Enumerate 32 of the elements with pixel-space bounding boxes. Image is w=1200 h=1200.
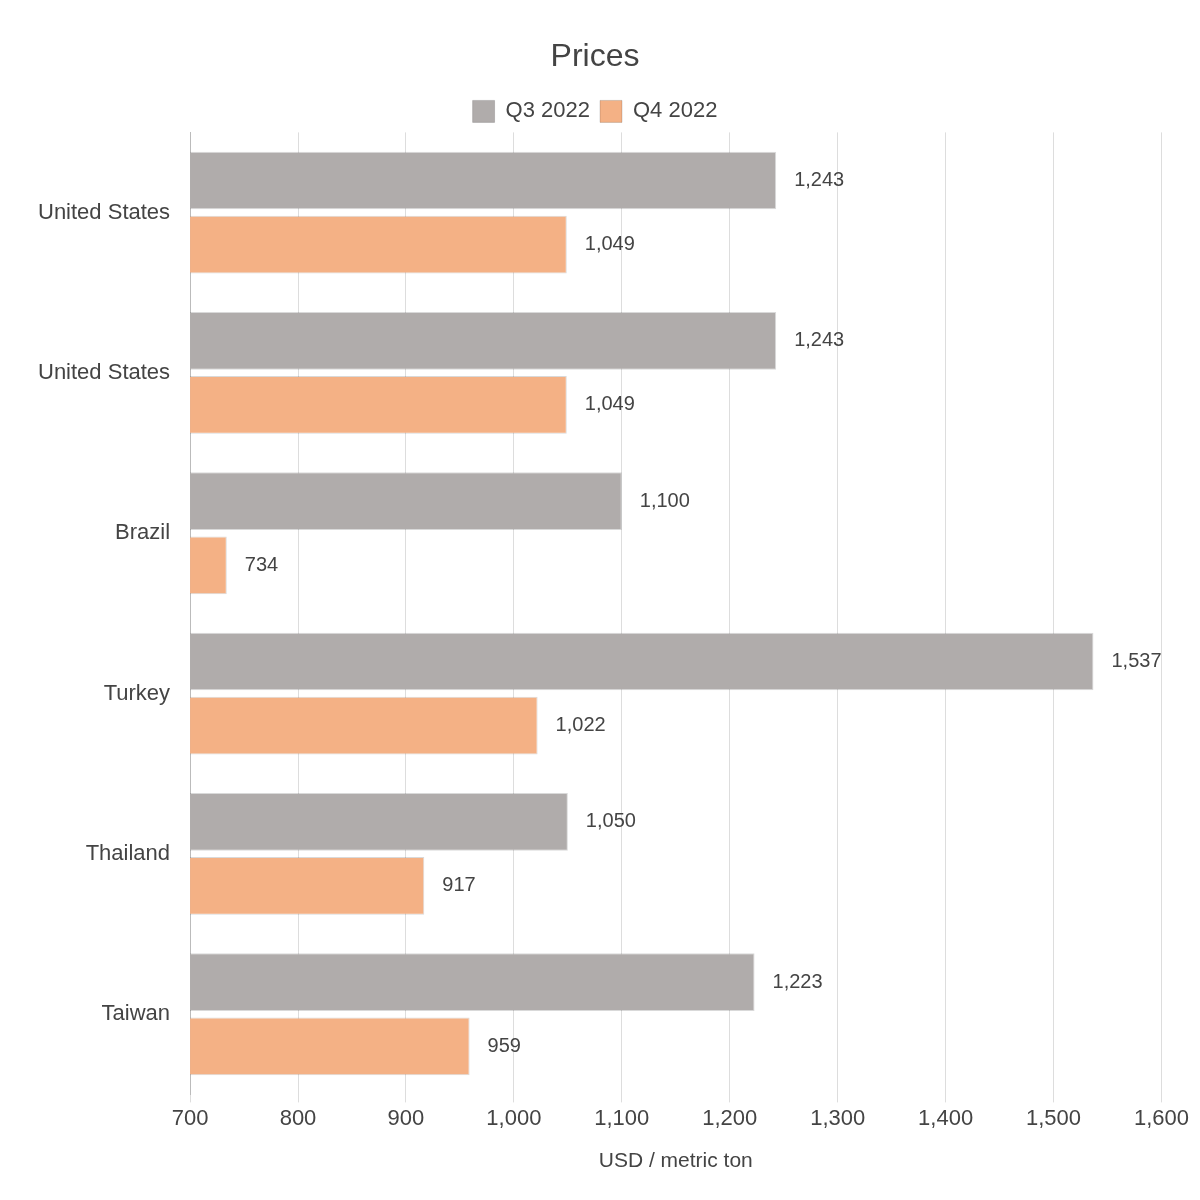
data-label: 1,049 [584,392,635,415]
data-label: 1,022 [555,713,606,736]
data-label: 1,049 [584,232,635,255]
x-tick-label: 1,400 [918,1104,974,1130]
data-label: 1,223 [772,969,823,992]
legend-label: Q4 2022 [633,97,718,123]
data-label: 1,243 [794,328,845,351]
y-tick-label: Turkey [103,679,171,705]
x-axis-title: USD / metric ton [598,1148,753,1172]
data-label: 1,537 [1111,649,1162,672]
data-label: 1,050 [585,809,636,832]
x-tick-label: 1,500 [1026,1104,1082,1130]
y-tick-label: Brazil [115,519,171,545]
x-tick-label: 1,200 [702,1104,758,1130]
y-tick-label: Taiwan [101,1000,171,1026]
data-label: 959 [487,1033,521,1056]
data-label: 917 [442,873,476,896]
chart-title: Prices [550,37,640,74]
x-tick-label: 1,600 [1133,1104,1189,1130]
x-tick-label: 1,100 [594,1104,650,1130]
data-label: 1,243 [794,168,845,191]
y-tick-label: United States [38,198,171,224]
y-tick-label: Thailand [85,839,171,865]
x-tick-label: 1,000 [486,1104,542,1130]
y-tick-label: United States [38,358,171,384]
data-label: 1,100 [639,488,690,511]
x-tick-label: 900 [387,1104,425,1130]
x-tick-label: 700 [171,1104,209,1130]
legend-label: Q3 2022 [505,97,590,123]
data-label: 734 [244,552,279,575]
x-tick-label: 800 [279,1104,317,1130]
x-tick-label: 1,300 [810,1104,866,1130]
